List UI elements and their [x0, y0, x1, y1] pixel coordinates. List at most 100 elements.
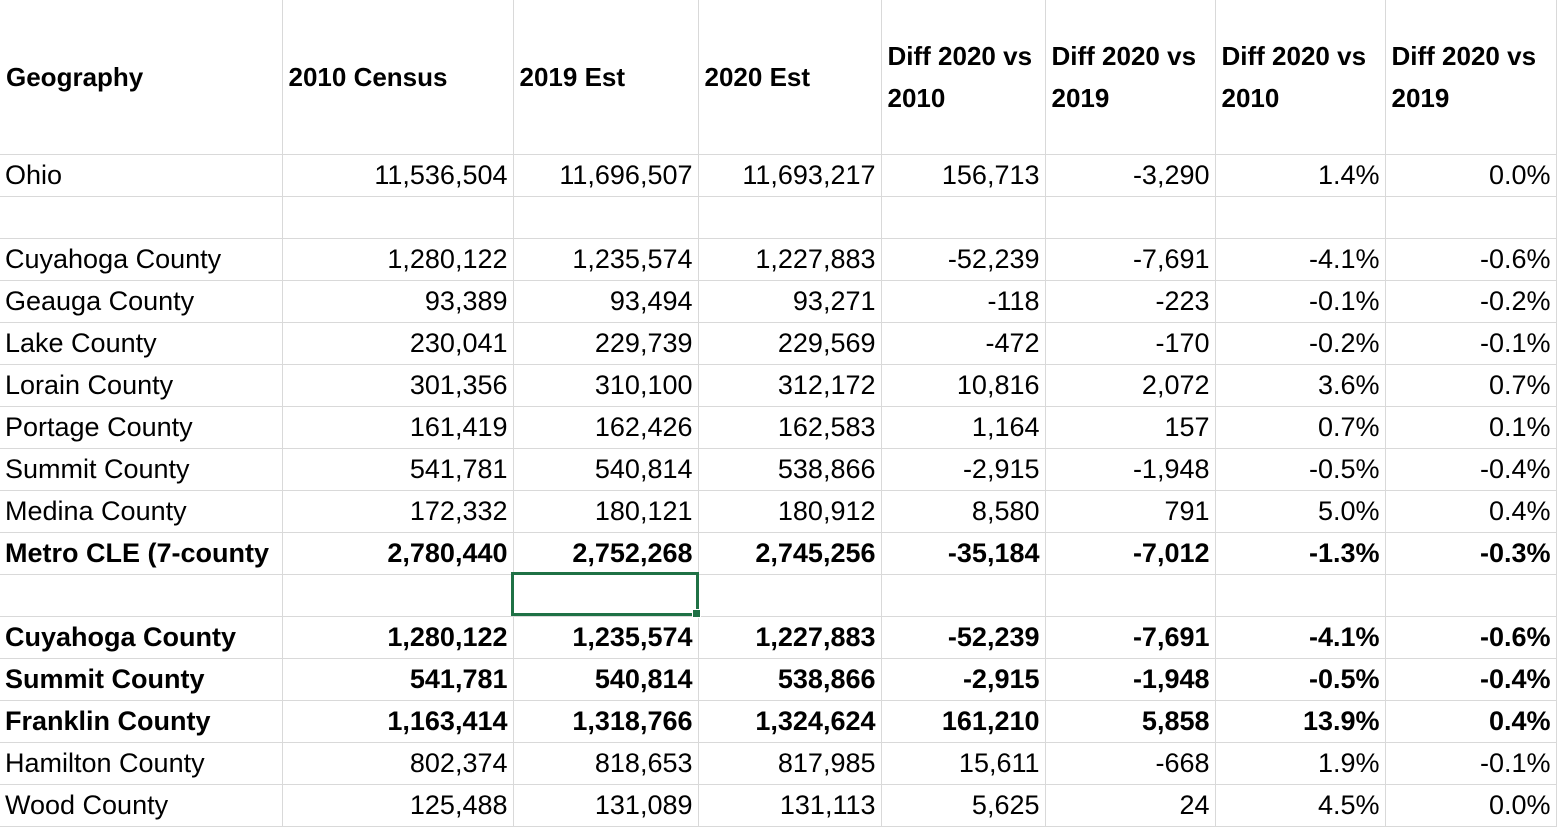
- header-cell[interactable]: Diff 2020 vs 2010: [1215, 0, 1386, 155]
- cell-diff-vs-2019[interactable]: -668: [1045, 742, 1216, 785]
- cell-2019-est[interactable]: 540,814: [513, 658, 699, 701]
- cell-geography[interactable]: Lorain County: [0, 364, 283, 407]
- cell-diff-vs-2019[interactable]: -7,691: [1045, 616, 1216, 659]
- empty-cell[interactable]: [698, 574, 882, 617]
- cell-2010-census[interactable]: 1,280,122: [282, 238, 514, 281]
- cell-pct-vs-2019[interactable]: 0.0%: [1385, 784, 1557, 827]
- empty-cell[interactable]: [0, 196, 283, 239]
- cell-geography[interactable]: Geauga County: [0, 280, 283, 323]
- cell-pct-vs-2019[interactable]: 0.1%: [1385, 406, 1557, 449]
- cell-geography[interactable]: Wood County: [0, 784, 283, 827]
- cell-pct-vs-2010[interactable]: 4.5%: [1215, 784, 1386, 827]
- cell-diff-vs-2019[interactable]: -7,691: [1045, 238, 1216, 281]
- cell-geography[interactable]: Metro CLE (7-county: [0, 532, 283, 575]
- header-cell[interactable]: 2020 Est: [698, 0, 882, 155]
- cell-pct-vs-2019[interactable]: 0.0%: [1385, 154, 1557, 197]
- cell-pct-vs-2010[interactable]: -0.1%: [1215, 280, 1386, 323]
- cell-2010-census[interactable]: 93,389: [282, 280, 514, 323]
- cell-selection-box[interactable]: [511, 572, 701, 618]
- cell-geography[interactable]: Cuyahoga County: [0, 616, 283, 659]
- cell-2020-est[interactable]: 1,324,624: [698, 700, 882, 743]
- cell-diff-vs-2019[interactable]: 2,072: [1045, 364, 1216, 407]
- cell-2019-est[interactable]: 1,235,574: [513, 238, 699, 281]
- cell-2010-census[interactable]: 541,781: [282, 448, 514, 491]
- cell-geography[interactable]: Medina County: [0, 490, 283, 533]
- header-cell[interactable]: Diff 2020 vs 2010: [881, 0, 1046, 155]
- cell-diff-vs-2010[interactable]: 8,580: [881, 490, 1046, 533]
- cell-2019-est[interactable]: 2,752,268: [513, 532, 699, 575]
- cell-geography[interactable]: Franklin County: [0, 700, 283, 743]
- empty-cell[interactable]: [698, 196, 882, 239]
- cell-2010-census[interactable]: 1,163,414: [282, 700, 514, 743]
- empty-cell[interactable]: [881, 196, 1046, 239]
- cell-pct-vs-2019[interactable]: -0.2%: [1385, 280, 1557, 323]
- header-cell[interactable]: Diff 2020 vs 2019: [1045, 0, 1216, 155]
- cell-diff-vs-2019[interactable]: 157: [1045, 406, 1216, 449]
- cell-diff-vs-2010[interactable]: -118: [881, 280, 1046, 323]
- cell-pct-vs-2010[interactable]: 1.9%: [1215, 742, 1386, 785]
- cell-diff-vs-2010[interactable]: 1,164: [881, 406, 1046, 449]
- cell-pct-vs-2010[interactable]: -0.2%: [1215, 322, 1386, 365]
- selected-cell[interactable]: [282, 574, 514, 617]
- cell-2010-census[interactable]: 301,356: [282, 364, 514, 407]
- empty-cell[interactable]: [0, 574, 283, 617]
- cell-2019-est[interactable]: 162,426: [513, 406, 699, 449]
- cell-2020-est[interactable]: 180,912: [698, 490, 882, 533]
- cell-geography[interactable]: Cuyahoga County: [0, 238, 283, 281]
- cell-diff-vs-2010[interactable]: -35,184: [881, 532, 1046, 575]
- cell-geography[interactable]: Lake County: [0, 322, 283, 365]
- cell-2020-est[interactable]: 538,866: [698, 658, 882, 701]
- cell-geography[interactable]: Hamilton County: [0, 742, 283, 785]
- cell-2019-est[interactable]: 540,814: [513, 448, 699, 491]
- cell-diff-vs-2019[interactable]: -223: [1045, 280, 1216, 323]
- cell-diff-vs-2019[interactable]: 24: [1045, 784, 1216, 827]
- cell-2019-est[interactable]: 1,318,766: [513, 700, 699, 743]
- cell-2020-est[interactable]: 1,227,883: [698, 238, 882, 281]
- cell-pct-vs-2010[interactable]: -1.3%: [1215, 532, 1386, 575]
- cell-pct-vs-2010[interactable]: -4.1%: [1215, 616, 1386, 659]
- cell-diff-vs-2010[interactable]: -2,915: [881, 658, 1046, 701]
- cell-2010-census[interactable]: 172,332: [282, 490, 514, 533]
- empty-cell[interactable]: [1215, 574, 1386, 617]
- cell-2020-est[interactable]: 93,271: [698, 280, 882, 323]
- cell-pct-vs-2019[interactable]: 0.4%: [1385, 490, 1557, 533]
- cell-2010-census[interactable]: 1,280,122: [282, 616, 514, 659]
- cell-diff-vs-2010[interactable]: 10,816: [881, 364, 1046, 407]
- cell-diff-vs-2019[interactable]: 791: [1045, 490, 1216, 533]
- cell-diff-vs-2010[interactable]: 5,625: [881, 784, 1046, 827]
- cell-geography[interactable]: Ohio: [0, 154, 283, 197]
- cell-pct-vs-2019[interactable]: -0.6%: [1385, 616, 1557, 659]
- cell-pct-vs-2019[interactable]: -0.1%: [1385, 322, 1557, 365]
- empty-cell[interactable]: [282, 196, 514, 239]
- cell-pct-vs-2010[interactable]: 13.9%: [1215, 700, 1386, 743]
- cell-2019-est[interactable]: 131,089: [513, 784, 699, 827]
- cell-pct-vs-2019[interactable]: -0.3%: [1385, 532, 1557, 575]
- cell-2010-census[interactable]: 11,536,504: [282, 154, 514, 197]
- cell-2010-census[interactable]: 125,488: [282, 784, 514, 827]
- cell-diff-vs-2010[interactable]: -2,915: [881, 448, 1046, 491]
- cell-2019-est[interactable]: 310,100: [513, 364, 699, 407]
- empty-cell[interactable]: [1045, 574, 1216, 617]
- cell-pct-vs-2019[interactable]: -0.1%: [1385, 742, 1557, 785]
- empty-cell[interactable]: [881, 574, 1046, 617]
- cell-diff-vs-2019[interactable]: 5,858: [1045, 700, 1216, 743]
- cell-2010-census[interactable]: 230,041: [282, 322, 514, 365]
- cell-diff-vs-2010[interactable]: -52,239: [881, 616, 1046, 659]
- cell-diff-vs-2019[interactable]: -170: [1045, 322, 1216, 365]
- cell-diff-vs-2010[interactable]: -52,239: [881, 238, 1046, 281]
- empty-cell[interactable]: [1385, 574, 1557, 617]
- cell-2020-est[interactable]: 11,693,217: [698, 154, 882, 197]
- cell-diff-vs-2010[interactable]: -472: [881, 322, 1046, 365]
- cell-geography[interactable]: Summit County: [0, 658, 283, 701]
- fill-handle[interactable]: [692, 609, 701, 618]
- cell-2020-est[interactable]: 312,172: [698, 364, 882, 407]
- cell-2020-est[interactable]: 538,866: [698, 448, 882, 491]
- cell-pct-vs-2010[interactable]: 5.0%: [1215, 490, 1386, 533]
- empty-cell[interactable]: [1385, 196, 1557, 239]
- empty-cell[interactable]: [1215, 196, 1386, 239]
- cell-2020-est[interactable]: 2,745,256: [698, 532, 882, 575]
- cell-pct-vs-2010[interactable]: -0.5%: [1215, 658, 1386, 701]
- header-cell[interactable]: Geography: [0, 0, 283, 155]
- cell-2019-est[interactable]: 93,494: [513, 280, 699, 323]
- cell-pct-vs-2010[interactable]: 3.6%: [1215, 364, 1386, 407]
